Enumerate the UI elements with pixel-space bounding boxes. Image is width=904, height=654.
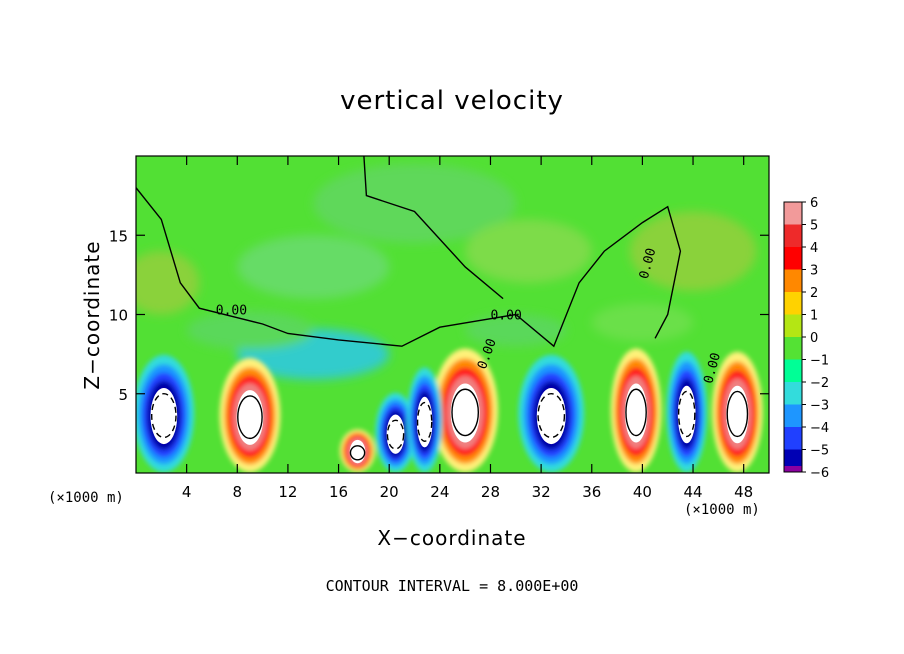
updraft-cell-ring <box>349 439 366 464</box>
colorbar-tick-label: 2 <box>810 286 818 301</box>
x-tick-label: 16 <box>329 483 348 501</box>
y-tick-label: 15 <box>109 227 128 245</box>
colorbar: 6 5 4 3 2 1 0 −1 −2 −3 −4 −5 −6 <box>783 196 829 481</box>
field-patch <box>237 235 390 299</box>
downdraft-cell-ring <box>386 414 405 454</box>
downdraft-contour <box>677 390 696 438</box>
updraft-contour <box>726 390 749 438</box>
colorbar-swatch <box>784 314 802 337</box>
colorbar-tick-label: 4 <box>810 241 818 256</box>
x-tick-label: 48 <box>734 483 753 501</box>
x-tick-label: 24 <box>430 483 449 501</box>
y-tick-label: 5 <box>118 386 128 404</box>
contour-interval-note: CONTOUR INTERVAL = 8.000E+00 <box>325 577 579 595</box>
colorbar-tick-label: 5 <box>810 219 818 234</box>
field-patch <box>186 311 314 350</box>
colorbar-swatch <box>784 382 802 405</box>
downdraft-cell-ring <box>677 385 696 444</box>
colorbar-tick-label: 3 <box>810 264 818 279</box>
colorbar-tick-label: −3 <box>810 399 829 414</box>
downdraft-cell-ring <box>536 387 566 445</box>
colorbar-swatch <box>784 292 802 315</box>
x-tick-label: 40 <box>633 483 652 501</box>
x-tick-label: 4 <box>182 483 192 501</box>
colorbar-tick-label: −4 <box>810 421 829 436</box>
colorbar-swatch <box>784 202 802 225</box>
colorbar-swatch <box>784 466 802 472</box>
colorbar-swatch <box>784 247 802 270</box>
colorbar-tick-label: −1 <box>810 354 829 369</box>
x-tick-label: 32 <box>532 483 551 501</box>
colorbar-tick-label: 1 <box>810 309 818 324</box>
field-patch <box>313 163 516 244</box>
downdraft-cell-ring <box>150 387 178 445</box>
downdraft-contour <box>386 419 405 450</box>
colorbar-tick-label: 6 <box>810 196 818 211</box>
zero-contour-line <box>136 187 682 348</box>
y-axis-label: Z−coordinate <box>80 240 104 390</box>
colorbar-tick-label: −6 <box>810 466 829 481</box>
colorbar-swatch <box>784 337 802 360</box>
x-axis-label: X−coordinate <box>377 526 527 550</box>
contour-label: 0.00 <box>216 304 247 319</box>
x-tick-label: 44 <box>683 483 702 501</box>
colorbar-swatch <box>784 404 802 427</box>
x-tick-label: 12 <box>278 483 297 501</box>
x-unit-label-left: (×1000 m) <box>48 490 124 506</box>
field-patch <box>136 251 200 315</box>
colorbar-swatch <box>784 427 802 450</box>
x-tick-label: 8 <box>233 483 243 501</box>
updraft-cell-ring <box>726 385 749 444</box>
velocity-field <box>136 156 769 473</box>
x-tick-label: 36 <box>582 483 601 501</box>
colorbar-tick-label: −5 <box>810 444 829 459</box>
downdraft-contour <box>150 392 177 439</box>
x-unit-label-right: (×1000 m) <box>684 502 760 518</box>
updraft-contour <box>237 395 263 440</box>
chart-title: vertical velocity <box>340 86 564 116</box>
colorbar-tick-label: 0 <box>810 331 818 346</box>
updraft-contour <box>625 388 647 437</box>
field-patch <box>465 314 567 347</box>
field-patch <box>591 303 694 342</box>
field-patch <box>629 211 757 291</box>
colorbar-swatch <box>784 269 802 292</box>
downdraft-cell-ring <box>416 396 433 448</box>
x-tick-label: 28 <box>481 483 500 501</box>
downdraft-contour <box>416 401 433 442</box>
field-patch <box>465 219 592 283</box>
updraft-contour <box>349 445 366 461</box>
updraft-cell-ring <box>624 383 648 443</box>
updraft-contour <box>451 388 480 437</box>
colorbar-swatch <box>784 224 802 247</box>
colorbar-tick-label: −2 <box>810 376 829 391</box>
downdraft-contour <box>537 392 566 439</box>
zero-contour-line <box>363 156 504 300</box>
updraft-cell-ring <box>450 383 480 443</box>
x-tick-label: 20 <box>380 483 399 501</box>
y-tick-label: 10 <box>109 307 128 325</box>
colorbar-swatch <box>784 359 802 382</box>
contour-label: 0.00 <box>490 308 521 323</box>
updraft-cell-ring <box>236 390 264 445</box>
